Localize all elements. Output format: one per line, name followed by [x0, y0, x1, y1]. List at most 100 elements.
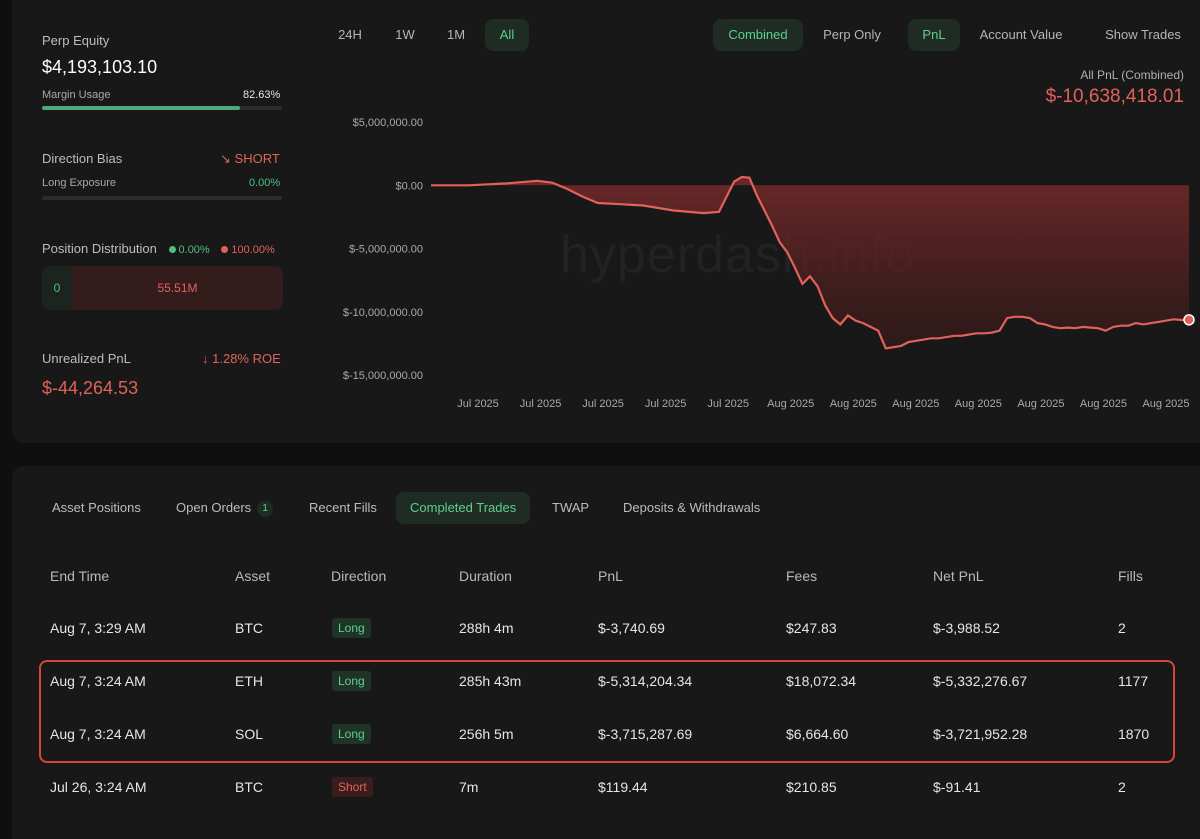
margin-usage-label: Margin Usage — [42, 89, 111, 101]
y-tick-label: $-10,000,000.00 — [343, 307, 423, 319]
tab-deposits-withdrawals[interactable]: Deposits & Withdrawals — [623, 500, 761, 515]
cell-fees: $247.83 — [786, 620, 837, 636]
y-tick-label: $-5,000,000.00 — [349, 244, 423, 256]
table-row[interactable]: Jul 26, 3:24 AM BTC Short 7m $119.44 $210.85 $… — [12, 762, 1200, 815]
cell-net-pnl: $-3,988.52 — [933, 620, 1000, 636]
cell-net-pnl: $-5,332,276.67 — [933, 673, 1028, 689]
long-exposure-label: Long Exposure — [42, 177, 116, 189]
toggle-account-value[interactable]: Account Value — [979, 27, 1063, 42]
cell-fills: 1870 — [1118, 726, 1150, 742]
col-end-time[interactable]: End Time — [50, 568, 110, 584]
cell-asset: BTC — [235, 779, 263, 795]
x-tick-label: Aug 2025 — [1080, 398, 1127, 410]
trades-panel — [12, 466, 1200, 839]
tab-open-orders-label: Open Orders — [176, 500, 252, 515]
range-all[interactable]: All — [485, 19, 529, 51]
cell-fees: $18,072.34 — [786, 673, 857, 689]
y-tick-label: $-15,000,000.00 — [343, 370, 423, 382]
cell-pnl: $-3,715,287.69 — [598, 726, 693, 742]
x-tick-label: Jul 2025 — [520, 398, 562, 410]
pnl-area — [431, 177, 1189, 349]
cell-asset: SOL — [235, 726, 264, 742]
cell-fees: $6,664.60 — [786, 726, 849, 742]
tab-twap[interactable]: TWAP — [552, 500, 590, 515]
cell-net-pnl: $-91.41 — [933, 779, 981, 795]
highlight-box — [39, 660, 1175, 763]
pnl-line — [431, 175, 1190, 350]
cell-pnl: $-5,314,204.34 — [598, 673, 693, 689]
cell-pnl: $119.44 — [598, 779, 648, 795]
cell-duration: 288h 4m — [459, 620, 514, 636]
x-tick-label: Jul 2025 — [582, 398, 624, 410]
direction-bias-label: Direction Bias — [42, 151, 123, 166]
range-1w[interactable]: 1W — [395, 27, 415, 42]
toggle-pnl[interactable]: PnL — [908, 19, 960, 51]
x-tick-label: Aug 2025 — [955, 398, 1002, 410]
cell-direction-badge: Short — [332, 777, 373, 797]
long-dot-icon — [168, 246, 176, 254]
cell-fees: $210.85 — [786, 779, 837, 795]
cell-asset: ETH — [235, 673, 263, 689]
cell-direction-badge: Long — [332, 724, 371, 744]
pnl-current-point — [1183, 314, 1195, 326]
range-1m[interactable]: 1M — [446, 27, 466, 42]
col-direction[interactable]: Direction — [331, 568, 387, 584]
y-tick-label: $0.00 — [395, 180, 423, 192]
cell-direction-badge: Long — [332, 671, 371, 691]
cell-end-time: Aug 7, 3:24 AM — [50, 673, 146, 689]
arrow-down-icon: ↓ — [202, 351, 209, 366]
cell-fills: 2 — [1118, 779, 1126, 795]
cell-duration: 7m — [459, 779, 479, 795]
unrealized-pnl-label: Unrealized PnL — [42, 351, 131, 366]
toggle-perp-only[interactable]: Perp Only — [823, 27, 881, 42]
tab-completed-trades[interactable]: Completed Trades — [396, 492, 531, 524]
dist-short-value: 55.51M — [72, 266, 283, 310]
x-tick-label: Aug 2025 — [1142, 398, 1189, 410]
toggle-combined[interactable]: Combined — [713, 19, 803, 51]
position-distribution-title: Position Distribution — [42, 241, 157, 256]
cell-net-pnl: $-3,721,952.28 — [933, 726, 1028, 742]
cell-pnl: $-3,740.69 — [598, 620, 665, 636]
chart-title: All PnL (Combined) — [1080, 68, 1184, 82]
margin-usage-bar — [42, 106, 282, 110]
margin-usage-value: 82.63% — [243, 89, 281, 101]
perp-equity-value: $4,193,103.10 — [42, 57, 158, 77]
cell-end-time: Jul 26, 3:24 AM — [50, 779, 147, 795]
table-row[interactable]: Aug 7, 3:29 AM BTC Long 288h 4m $-3,740.69 $2… — [12, 603, 1200, 656]
tab-asset-positions[interactable]: Asset Positions — [52, 500, 141, 515]
x-tick-label: Jul 2025 — [457, 398, 499, 410]
cell-direction-badge: Long — [332, 618, 371, 638]
x-tick-label: Jul 2025 — [645, 398, 687, 410]
cell-fills: 1177 — [1118, 673, 1149, 689]
table-row[interactable]: Aug 7, 3:24 AM SOL Long 256h 5m $-3,715,287.… — [12, 709, 1200, 762]
dist-long-value: 0 — [42, 266, 72, 310]
col-net-pnl[interactable]: Net PnL — [933, 568, 984, 584]
chart-current-value: $-10,638,418.01 — [1045, 86, 1184, 107]
col-asset[interactable]: Asset — [235, 568, 271, 584]
unrealized-pnl-value: $-44,264.53 — [42, 378, 139, 398]
tab-open-orders[interactable]: Open Orders 1 — [162, 492, 287, 524]
x-tick-label: Aug 2025 — [1017, 398, 1064, 410]
long-exposure-value: 0.00% — [249, 177, 281, 189]
direction-bias-text: SHORT — [234, 151, 280, 166]
tab-recent-fills[interactable]: Recent Fills — [309, 500, 377, 515]
table-row[interactable]: Aug 7, 3:24 AM ETH Long 285h 43m $-5,314,204… — [12, 656, 1200, 709]
col-fees[interactable]: Fees — [786, 568, 818, 584]
cell-fills: 2 — [1118, 620, 1126, 636]
y-tick-label: $5,000,000.00 — [353, 117, 423, 129]
x-tick-label: Aug 2025 — [767, 398, 814, 410]
col-fills[interactable]: Fills — [1118, 568, 1143, 584]
x-tick-label: Aug 2025 — [830, 398, 877, 410]
col-pnl[interactable]: PnL — [598, 568, 623, 584]
roe-value: ↓ 1.28% ROE — [202, 351, 281, 366]
cell-duration: 256h 5m — [459, 726, 514, 742]
dist-long-pct: 0.00% — [178, 244, 210, 256]
show-trades-button[interactable]: Show Trades — [1105, 27, 1181, 42]
open-orders-count: 1 — [257, 500, 274, 517]
trend-down-icon: ↘ — [220, 151, 231, 166]
col-duration[interactable]: Duration — [459, 568, 512, 584]
range-24h[interactable]: 24H — [338, 27, 362, 42]
cell-duration: 285h 43m — [459, 673, 522, 689]
cell-end-time: Aug 7, 3:29 AM — [50, 620, 146, 636]
dist-short-pct: 100.00% — [231, 244, 275, 256]
